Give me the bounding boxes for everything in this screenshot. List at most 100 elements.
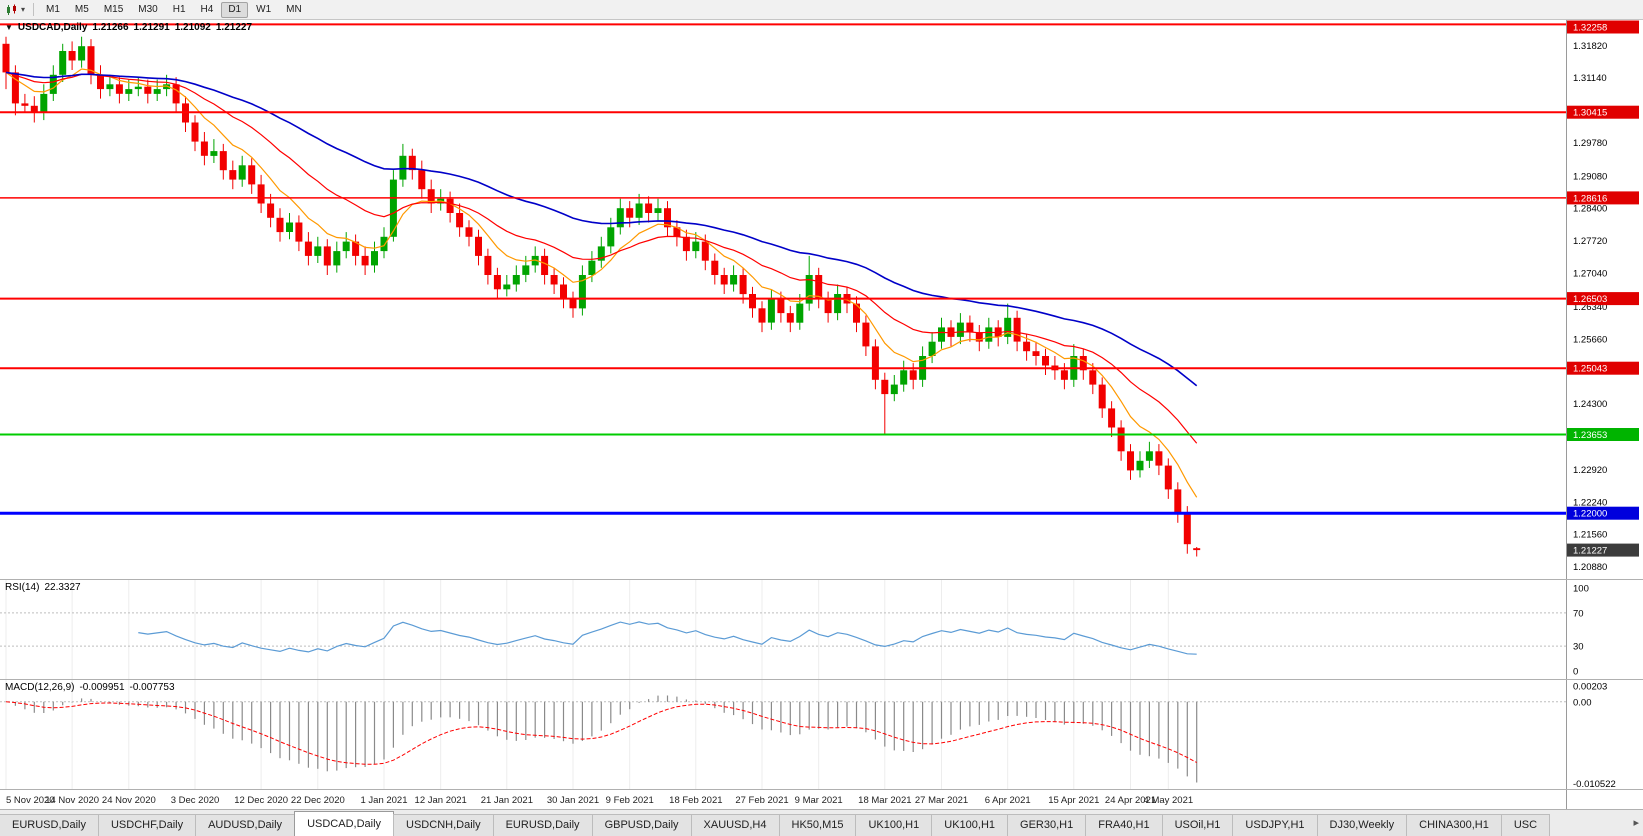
svg-text:1.31820: 1.31820 <box>1573 41 1607 52</box>
time-axis: 5 Nov 2020 14 Nov 2020 24 Nov 2020 3 Dec 20… <box>0 789 1643 809</box>
timeframe-button-m15[interactable]: M15 <box>103 3 124 15</box>
candles <box>2 36 1201 557</box>
price-chart-canvas[interactable]: 1.318201.311401.304601.297801.290801.284… <box>0 20 1643 579</box>
moving-averages <box>5 68 1198 498</box>
svg-text:1 Jan 2021: 1 Jan 2021 <box>360 795 407 806</box>
chart-tab-xauusd-h4[interactable]: XAUUSD,H4 <box>690 814 780 836</box>
svg-text:1.22240: 1.22240 <box>1573 497 1607 508</box>
price-axis-badges: 1.32258 1.30415 1.28616 1.26503 1.25043 1.236… <box>1567 20 1639 557</box>
macd-signal-line <box>5 701 1197 765</box>
macd-gridlines <box>0 680 1566 789</box>
chart-tab-eurusd-daily[interactable]: EURUSD,Daily <box>0 814 99 836</box>
chart-tab-audusd-daily[interactable]: AUDUSD,Daily <box>195 814 296 836</box>
svg-text:18 Feb 2021: 18 Feb 2021 <box>669 795 722 806</box>
svg-text:30 Jan 2021: 30 Jan 2021 <box>547 795 599 806</box>
rsi-axis: 100 70 30 0 <box>1566 580 1589 679</box>
timeframe-button-h4[interactable]: H4 <box>200 3 214 15</box>
macd-histogram <box>14 695 1198 783</box>
chart-tab-dj30-weekly[interactable]: DJ30,Weekly <box>1316 814 1408 836</box>
svg-text:1.26503: 1.26503 <box>1573 294 1607 305</box>
svg-text:1.24300: 1.24300 <box>1573 399 1607 410</box>
svg-text:21 Jan 2021: 21 Jan 2021 <box>481 795 533 806</box>
svg-text:1.21560: 1.21560 <box>1573 530 1607 541</box>
timeframe-button-m5[interactable]: M5 <box>74 3 89 15</box>
chart-tab-gbpusd-daily[interactable]: GBPUSD,Daily <box>591 814 692 836</box>
svg-text:12 Dec 2020: 12 Dec 2020 <box>234 795 288 806</box>
svg-text:1.29780: 1.29780 <box>1573 138 1607 149</box>
svg-text:1.27040: 1.27040 <box>1573 269 1607 280</box>
chart-tabs-bar: EURUSD,Daily USDCHF,Daily AUDUSD,Daily USDC… <box>0 809 1643 836</box>
svg-text:30: 30 <box>1573 642 1584 653</box>
svg-text:1.30415: 1.30415 <box>1573 108 1607 119</box>
svg-text:1.25043: 1.25043 <box>1573 364 1607 375</box>
timeframe-button-mn[interactable]: MN <box>286 3 302 15</box>
svg-text:18 Mar 2021: 18 Mar 2021 <box>858 795 911 806</box>
svg-text:24 Nov 2020: 24 Nov 2020 <box>102 795 156 806</box>
svg-text:27 Mar 2021: 27 Mar 2021 <box>915 795 968 806</box>
chart-type-button[interactable]: ▾ <box>3 4 28 16</box>
svg-text:1.28616: 1.28616 <box>1573 193 1607 204</box>
slow-ma-line <box>5 71 1198 387</box>
macd-canvas[interactable]: 0.00203 0.00 -0.010522 <box>0 680 1643 789</box>
svg-text:1.21227: 1.21227 <box>1573 546 1607 557</box>
svg-text:1.26340: 1.26340 <box>1573 302 1607 313</box>
chart-tab-uk100-h1[interactable]: UK100,H1 <box>855 814 933 836</box>
svg-text:1.31140: 1.31140 <box>1573 73 1607 84</box>
rsi-line <box>138 621 1197 655</box>
svg-text:0.00203: 0.00203 <box>1573 681 1607 692</box>
svg-text:22 Dec 2020: 22 Dec 2020 <box>291 795 345 806</box>
svg-text:1.25660: 1.25660 <box>1573 334 1607 345</box>
rsi-gridlines <box>0 580 1566 679</box>
svg-text:1.32258: 1.32258 <box>1573 23 1607 34</box>
chart-tab-uk100-h1[interactable]: UK100,H1 <box>931 814 1009 836</box>
svg-text:70: 70 <box>1573 608 1584 619</box>
chart-tab-eurusd-daily[interactable]: EURUSD,Daily <box>492 814 593 836</box>
medium-ma-line <box>5 71 1198 444</box>
timeframe-button-m30[interactable]: M30 <box>138 3 158 15</box>
svg-text:6 Apr 2021: 6 Apr 2021 <box>985 795 1031 806</box>
timeframe-button-d1[interactable]: D1 <box>221 1 249 18</box>
rsi-canvas[interactable]: 100 70 30 0 <box>0 580 1643 679</box>
macd-axis: 0.00203 0.00 -0.010522 <box>1566 680 1616 789</box>
svg-text:12 Jan 2021: 12 Jan 2021 <box>415 795 467 806</box>
candlestick-chart-icon <box>7 4 16 15</box>
svg-text:1.28400: 1.28400 <box>1573 204 1607 215</box>
svg-text:9 Mar 2021: 9 Mar 2021 <box>795 795 843 806</box>
chart-tab-hk50-m15[interactable]: HK50,M15 <box>778 814 857 836</box>
svg-text:1.22920: 1.22920 <box>1573 465 1607 476</box>
svg-text:27 Feb 2021: 27 Feb 2021 <box>735 795 788 806</box>
rsi-panel: 100 70 30 0 RSI(14) 22.3327 <box>0 579 1643 679</box>
chart-tab-usdjpy-h1[interactable]: USDJPY,H1 <box>1232 814 1318 836</box>
chart-tab-usdchf-daily[interactable]: USDCHF,Daily <box>97 814 197 836</box>
price-chart-panel: 1.318201.311401.304601.297801.290801.284… <box>0 20 1643 579</box>
timeframe-button-h1[interactable]: H1 <box>172 3 186 15</box>
chart-tab-usc[interactable]: USC <box>1500 814 1551 836</box>
chart-tab-fra40-h1[interactable]: FRA40,H1 <box>1085 814 1163 836</box>
svg-text:-0.010522: -0.010522 <box>1573 779 1616 789</box>
timeframe-button-w1[interactable]: W1 <box>256 3 272 15</box>
chart-tab-usoil-h1[interactable]: USOil,H1 <box>1161 814 1234 836</box>
chevron-down-icon: ▾ <box>21 4 26 14</box>
horizontal-lines <box>0 23 1566 515</box>
macd-panel: 0.00203 0.00 -0.010522 MACD(12,26,9) -0.00… <box>0 679 1643 789</box>
timeframe-button-m1[interactable]: M1 <box>46 3 60 15</box>
svg-text:1.27720: 1.27720 <box>1573 236 1607 247</box>
chart-tab-usdcnh-daily[interactable]: USDCNH,Daily <box>393 814 494 836</box>
chart-tab-china300-h1[interactable]: CHINA300,H1 <box>1406 814 1502 836</box>
svg-text:0: 0 <box>1573 667 1578 678</box>
tab-scroll-right-button[interactable]: ▸ <box>1630 816 1642 829</box>
svg-text:15 Apr 2021: 15 Apr 2021 <box>1048 795 1099 806</box>
timeframe-buttons: M1 M5 M15 M30 H1 H4 D1 W1 MN <box>39 1 309 18</box>
toolbar-separator <box>33 3 35 16</box>
chevron-right-icon: ▸ <box>1633 817 1639 829</box>
chart-tab-usdcad-daily[interactable]: USDCAD,Daily <box>294 811 395 836</box>
svg-text:3 Dec 2020: 3 Dec 2020 <box>171 795 220 806</box>
timeframe-toolbar: ▾ M1 M5 M15 M30 H1 H4 D1 W1 MN <box>0 0 1643 20</box>
svg-text:5 Nov 2020: 5 Nov 2020 <box>6 795 55 806</box>
svg-text:14 Nov 2020: 14 Nov 2020 <box>45 795 99 806</box>
chart-tab-ger30-h1[interactable]: GER30,H1 <box>1007 814 1087 836</box>
svg-text:4 May 2021: 4 May 2021 <box>1144 795 1194 806</box>
svg-text:100: 100 <box>1573 584 1589 595</box>
